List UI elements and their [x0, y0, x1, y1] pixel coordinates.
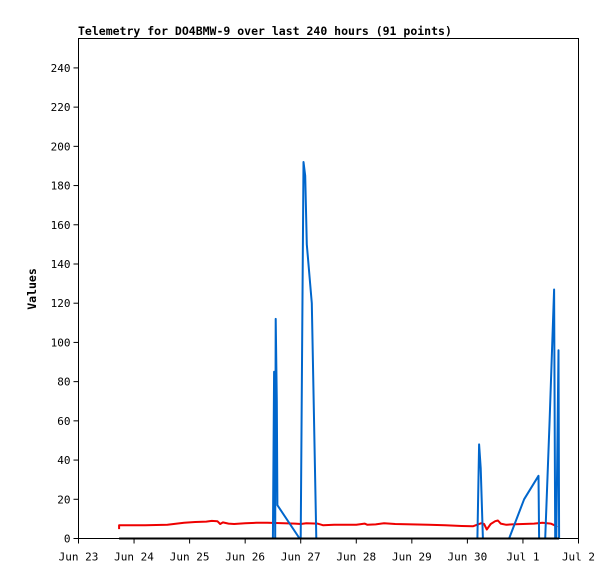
y-tick-label: 0 [64, 533, 71, 546]
y-tick-label: 40 [57, 454, 70, 467]
x-tick-label: Jul 1 [506, 551, 539, 564]
x-tick-label: Jun 29 [392, 551, 432, 564]
x-tick-label: Jun 27 [281, 551, 321, 564]
x-tick-label: Jun 25 [170, 551, 210, 564]
x-tick-label: Jun 28 [336, 551, 376, 564]
chart-title: Telemetry for DO4BMW-9 over last 240 hou… [78, 24, 452, 38]
series-line-1 [118, 519, 558, 531]
y-tick-label: 60 [57, 415, 70, 428]
x-tick-label: Jul 2 [562, 551, 595, 564]
y-tick-label: 220 [51, 101, 71, 114]
y-tick-label: 180 [51, 180, 71, 193]
y-tick-label: 160 [51, 219, 71, 232]
y-tick-label: 20 [57, 493, 70, 506]
y-tick-label: 120 [51, 297, 71, 310]
y-tick-label: 80 [57, 376, 70, 389]
tick-layer: 0 20 40 60 80 100 120 140 160 180 200 220 240 Jun 23 J… [51, 62, 595, 564]
plot-area-frame [78, 38, 579, 539]
x-tick-label: Jun 23 [59, 551, 99, 564]
y-tick-label: 140 [51, 258, 71, 271]
x-tick-label: Jun 30 [448, 551, 488, 564]
y-tick-label: 100 [51, 336, 71, 349]
y-axis-label: Values [25, 268, 39, 310]
y-tick-label: 240 [51, 62, 71, 75]
x-tick-label: Jun 24 [114, 551, 154, 564]
x-tick-label: Jun 26 [225, 551, 265, 564]
y-tick-label: 200 [51, 140, 71, 153]
series-line-2 [271, 161, 561, 540]
